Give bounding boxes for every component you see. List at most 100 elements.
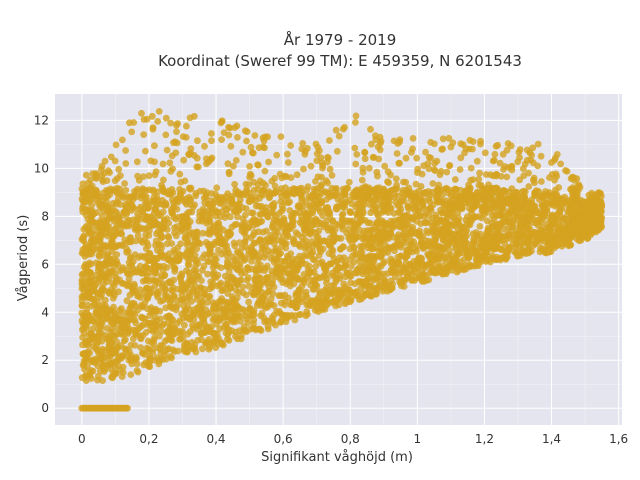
x-tick-label: 0,8 xyxy=(341,432,360,446)
data-point xyxy=(251,132,259,139)
data-point xyxy=(332,302,339,310)
data-point xyxy=(443,168,451,176)
data-point xyxy=(224,160,232,168)
data-point xyxy=(459,141,467,149)
data-point xyxy=(146,290,154,297)
data-point xyxy=(161,202,169,209)
data-point xyxy=(373,290,380,298)
data-point xyxy=(120,194,127,202)
data-point xyxy=(397,279,404,287)
data-point xyxy=(232,333,239,340)
data-point xyxy=(283,280,290,288)
data-point xyxy=(475,181,483,189)
data-point xyxy=(537,152,545,160)
data-point xyxy=(351,144,359,152)
data-point xyxy=(78,317,86,325)
data-point xyxy=(306,228,314,236)
data-point xyxy=(462,246,470,254)
data-point xyxy=(181,177,189,185)
data-point xyxy=(377,197,385,205)
data-point xyxy=(140,361,148,369)
data-point xyxy=(269,201,276,209)
data-point xyxy=(185,208,193,216)
data-point xyxy=(193,228,200,236)
x-tick-label: 0,6 xyxy=(274,432,293,446)
data-point xyxy=(264,213,272,221)
data-point xyxy=(208,190,216,197)
data-point xyxy=(491,150,499,158)
data-point xyxy=(238,244,246,252)
data-point xyxy=(413,154,421,162)
data-point xyxy=(446,162,454,169)
data-point xyxy=(255,144,263,152)
data-point xyxy=(587,231,595,239)
data-point xyxy=(417,183,425,190)
data-point xyxy=(357,191,364,199)
data-point xyxy=(178,296,186,304)
data-point xyxy=(408,149,415,156)
data-point xyxy=(145,319,153,327)
data-point xyxy=(175,250,183,258)
data-point xyxy=(324,226,332,234)
data-point xyxy=(95,264,103,272)
data-point xyxy=(85,277,93,285)
data-point xyxy=(335,235,342,242)
data-point xyxy=(287,225,294,233)
data-point xyxy=(529,144,537,152)
data-point xyxy=(389,266,397,273)
data-point xyxy=(148,112,156,120)
data-point xyxy=(396,138,403,146)
data-point xyxy=(194,307,202,315)
data-point xyxy=(310,268,318,276)
data-point xyxy=(134,226,142,234)
data-point xyxy=(205,218,213,226)
data-point xyxy=(332,126,340,134)
data-point xyxy=(365,164,373,172)
data-point xyxy=(419,244,427,252)
data-point xyxy=(104,167,112,175)
data-point xyxy=(134,172,142,180)
x-axis-label: Signifikant våghöjd (m) xyxy=(261,450,413,465)
data-point xyxy=(396,241,404,249)
data-point xyxy=(139,349,146,357)
data-point xyxy=(294,231,302,238)
data-point xyxy=(490,172,497,180)
data-point xyxy=(256,274,264,281)
data-point xyxy=(105,288,113,296)
data-point xyxy=(256,177,264,185)
data-point xyxy=(169,196,176,203)
data-point xyxy=(525,183,533,190)
data-point xyxy=(173,139,181,147)
data-point xyxy=(181,321,188,329)
data-point xyxy=(152,265,159,273)
data-point xyxy=(130,280,138,288)
data-point xyxy=(255,284,263,292)
data-point xyxy=(361,155,369,163)
data-point xyxy=(352,160,360,168)
data-point xyxy=(236,196,244,204)
data-point xyxy=(179,218,186,226)
data-point xyxy=(198,277,205,284)
data-point xyxy=(200,316,208,323)
data-point xyxy=(425,205,433,213)
data-point xyxy=(177,190,185,198)
data-point xyxy=(241,238,249,245)
data-point xyxy=(78,271,86,278)
data-point xyxy=(96,237,104,245)
data-point xyxy=(490,156,498,164)
data-point xyxy=(243,277,251,284)
data-point xyxy=(202,306,210,314)
data-point xyxy=(194,137,201,145)
data-point xyxy=(573,175,581,183)
data-point xyxy=(440,252,448,260)
data-point xyxy=(138,109,145,117)
data-point xyxy=(193,154,201,162)
data-point xyxy=(163,146,171,154)
data-point xyxy=(149,125,157,133)
data-point xyxy=(323,196,330,203)
data-point xyxy=(230,239,238,247)
data-point xyxy=(346,232,354,240)
data-point xyxy=(115,216,123,224)
data-point xyxy=(164,233,172,240)
x-tick-label: 1,6 xyxy=(609,432,628,446)
